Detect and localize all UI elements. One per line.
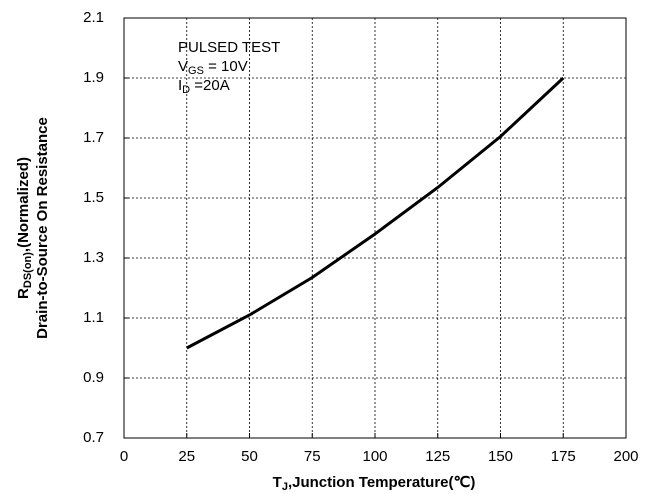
y-tick-label: 1.9 bbox=[83, 69, 104, 86]
y-tick-label: 1.7 bbox=[83, 129, 104, 146]
label: ID =20A bbox=[178, 77, 230, 96]
y-tick-label: 1.5 bbox=[83, 189, 104, 206]
label: VGS = 10V bbox=[178, 58, 248, 77]
label-sub: DS(on) bbox=[22, 252, 34, 288]
label-part: = 10V bbox=[204, 58, 248, 75]
label-part: R bbox=[15, 288, 32, 299]
label-part: ,(Normalized) bbox=[15, 157, 32, 252]
y-tick-label: 0.9 bbox=[83, 369, 104, 386]
y-tick-label: 1.1 bbox=[83, 309, 104, 326]
label-part: ,Junction Temperature(℃) bbox=[288, 474, 475, 491]
label-part: I bbox=[178, 77, 182, 94]
label-part: Drain-to-Source On Resistance bbox=[34, 117, 51, 339]
label-sub: GS bbox=[188, 65, 204, 77]
label-sub: D bbox=[182, 84, 190, 96]
y-tick-label: 1.3 bbox=[83, 249, 104, 266]
plot-frame bbox=[123, 17, 627, 439]
label: PULSED TEST bbox=[178, 39, 280, 56]
x-tick-label: 150 bbox=[488, 448, 513, 465]
x-tick-label: 0 bbox=[120, 448, 128, 465]
x-tick-label: 75 bbox=[304, 448, 321, 465]
x-tick-label: 25 bbox=[178, 448, 195, 465]
x-tick-label: 125 bbox=[425, 448, 450, 465]
data-line bbox=[186, 76, 565, 350]
label-part: PULSED TEST bbox=[178, 39, 280, 56]
x-tick-label: 50 bbox=[241, 448, 258, 465]
label: TJ,Junction Temperature(℃) bbox=[273, 474, 476, 493]
y-tick-label: 2.1 bbox=[83, 9, 104, 26]
x-tick-label: 175 bbox=[551, 448, 576, 465]
label: Drain-to-Source On Resistance bbox=[34, 117, 51, 339]
label-part: T bbox=[273, 474, 282, 491]
label: RDS(on),(Normalized) bbox=[15, 157, 34, 299]
label-part: =20A bbox=[190, 77, 230, 94]
y-tick-label: 0.7 bbox=[83, 429, 104, 446]
x-tick-label: 200 bbox=[613, 448, 638, 465]
x-tick-label: 100 bbox=[362, 448, 387, 465]
label-sub: J bbox=[282, 481, 288, 493]
label-part: V bbox=[178, 58, 188, 75]
